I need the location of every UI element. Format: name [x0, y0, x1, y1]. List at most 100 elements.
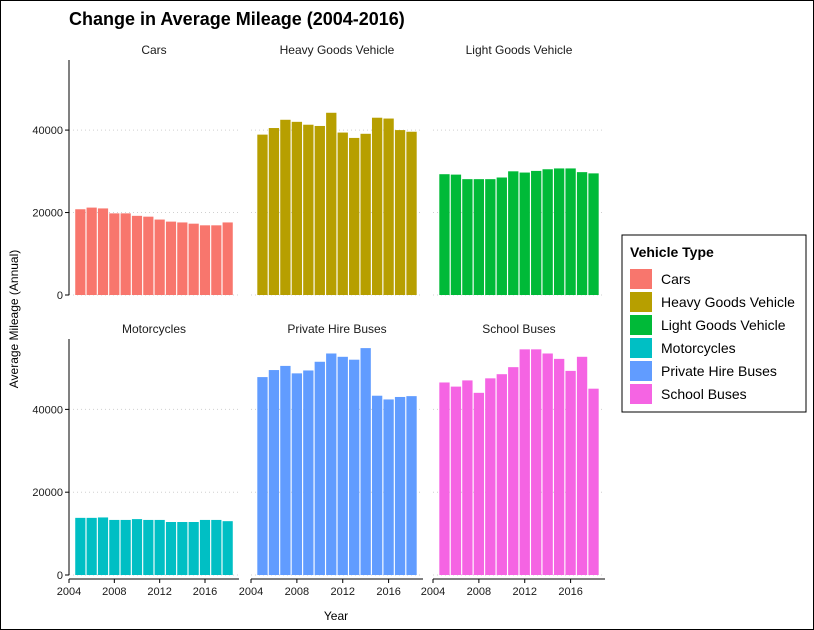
bar: [97, 517, 109, 575]
bar: [154, 219, 165, 295]
bar: [314, 125, 325, 296]
bar: [531, 349, 542, 575]
bar: [576, 356, 588, 575]
bar: [86, 517, 97, 575]
bar: [199, 225, 211, 295]
legend-label: Light Goods Vehicle: [661, 317, 786, 333]
bar: [519, 349, 530, 575]
bar: [303, 124, 314, 295]
bar: [211, 225, 222, 295]
bar: [360, 348, 371, 575]
bar: [143, 216, 154, 295]
bar: [154, 519, 165, 575]
bar: [439, 174, 450, 295]
facet-panel: Cars 0 20000 40000: [32, 43, 239, 302]
bar: [462, 380, 473, 575]
bar: [131, 519, 143, 575]
bar: [383, 399, 394, 575]
bar: [576, 172, 588, 295]
y-tick-label: 0: [57, 570, 63, 582]
bar: [199, 519, 211, 575]
bar: [383, 118, 394, 296]
facet-strip-label: Heavy Goods Vehicle: [280, 43, 395, 57]
x-tick-label: 2004: [57, 586, 81, 598]
bar: [450, 386, 462, 575]
y-axis-title: Average Mileage (Annual): [7, 250, 21, 389]
legend-label: School Buses: [661, 386, 747, 402]
bar: [542, 169, 553, 295]
y-tick-label: 0: [57, 290, 63, 302]
bar: [257, 134, 268, 295]
bar: [371, 117, 383, 295]
bar: [588, 173, 599, 295]
bar: [222, 222, 233, 295]
bar: [257, 377, 268, 575]
bar: [519, 172, 530, 295]
bar: [86, 207, 97, 295]
bar: [360, 133, 371, 295]
x-tick-label: 2004: [421, 586, 445, 598]
y-tick-label: 20000: [32, 208, 63, 220]
bar: [565, 168, 576, 295]
bar: [280, 365, 291, 575]
x-axis-title: Year: [324, 609, 348, 623]
bar: [337, 356, 348, 575]
x-tick-label: 2016: [376, 586, 400, 598]
bar: [542, 353, 553, 575]
bar: [75, 209, 86, 295]
bar: [268, 370, 280, 575]
legend-label: Cars: [661, 271, 691, 287]
bar: [120, 519, 131, 575]
bar: [291, 373, 303, 575]
bar: [588, 388, 599, 575]
bar: [75, 517, 86, 575]
x-tick-label: 2016: [558, 586, 582, 598]
facet-panel: School Buses 2004 2008 2012 2016: [421, 322, 605, 598]
bar: [485, 378, 496, 575]
bar: [349, 359, 360, 575]
legend-box: [621, 234, 807, 413]
bar: [349, 137, 360, 295]
bar: [496, 177, 507, 295]
x-tick-label: 2016: [193, 586, 217, 598]
bar: [143, 519, 154, 575]
legend-label: Private Hire Buses: [661, 363, 777, 379]
bar: [211, 519, 222, 575]
bar: [508, 367, 519, 575]
legend-swatch: [630, 292, 652, 312]
bar: [188, 522, 199, 575]
bar: [280, 119, 291, 295]
facet-strip-label: School Buses: [482, 322, 555, 336]
bar: [177, 222, 188, 295]
bar: [303, 370, 314, 575]
bar: [531, 170, 542, 295]
x-tick-label: 2008: [285, 586, 309, 598]
y-tick-label: 20000: [32, 487, 63, 499]
y-tick-label: 40000: [32, 404, 63, 416]
x-tick-label: 2012: [512, 586, 536, 598]
bar: [177, 522, 188, 575]
legend-swatch: [630, 315, 652, 335]
legend-swatch: [630, 338, 652, 358]
bar: [508, 171, 519, 295]
bar: [565, 370, 576, 575]
bar: [406, 131, 417, 295]
bar: [120, 213, 131, 295]
legend-label: Motorcycles: [661, 340, 736, 356]
bar: [485, 179, 496, 295]
facet-strip-label: Light Goods Vehicle: [466, 43, 573, 57]
facet-panel: Heavy Goods Vehicle: [251, 43, 423, 296]
x-tick-label: 2008: [467, 586, 491, 598]
bar: [97, 208, 109, 295]
facet-strip-label: Motorcycles: [122, 322, 186, 336]
bar: [406, 396, 417, 575]
bar: [326, 112, 337, 295]
bar: [473, 179, 485, 295]
x-tick-label: 2008: [102, 586, 126, 598]
legend: Vehicle Type Cars Heavy Goods Vehicle Ligh…: [621, 234, 807, 413]
legend-swatch: [630, 384, 652, 404]
bar: [165, 522, 177, 575]
bar: [439, 382, 450, 575]
